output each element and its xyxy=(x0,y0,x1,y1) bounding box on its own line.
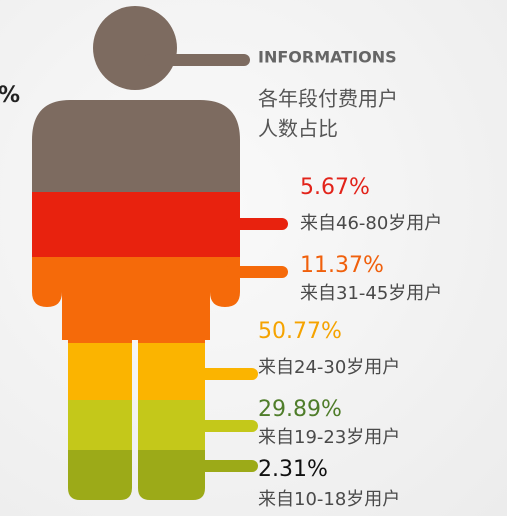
infographic: % INFORMATIONS 各年段付费用户 人数占比 5.67% 来自46-80… xyxy=(0,0,507,516)
percent: 50.77% xyxy=(258,319,342,344)
percent: 2.31% xyxy=(258,457,328,482)
age-label: 来自24-30岁用户 xyxy=(258,357,400,378)
subtitle: 各年段付费用户 xyxy=(258,87,398,111)
cropped-fragment: % xyxy=(0,83,20,108)
age-label: 来自46-80岁用户 xyxy=(300,213,442,234)
percent: 11.37% xyxy=(300,253,384,278)
band xyxy=(0,450,300,505)
subtitle: 人数占比 xyxy=(258,117,338,141)
percent: 29.89% xyxy=(258,397,342,422)
age-label: 来自10-18岁用户 xyxy=(258,489,400,510)
age-label: 来自31-45岁用户 xyxy=(300,283,442,304)
percent: 5.67% xyxy=(300,175,370,200)
body xyxy=(0,95,300,505)
title: INFORMATIONS xyxy=(258,48,397,67)
band xyxy=(0,95,300,192)
age-label: 来自19-23岁用户 xyxy=(258,427,400,448)
head xyxy=(93,6,177,90)
